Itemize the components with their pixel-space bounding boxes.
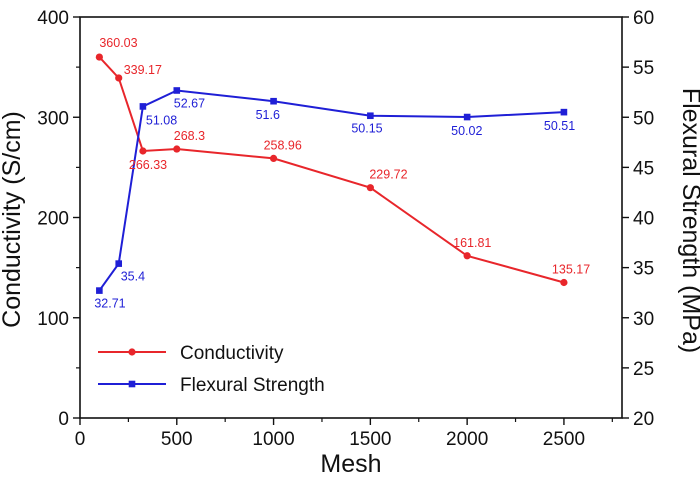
- series-line-flexural-strength: [98, 89, 564, 292]
- x-tick-label-500: 500: [161, 429, 193, 450]
- conductivity-data-label-3: 268.3: [174, 129, 205, 143]
- conductivity-point-5: [366, 184, 374, 192]
- legend: Conductivity Flexural Strength: [98, 343, 325, 396]
- conductivity-data-label-6: 161.81: [453, 236, 491, 250]
- flexural-strength-point-5: [367, 112, 374, 120]
- y-right-tick-label-40: 40: [633, 209, 654, 230]
- y-right-tick-label-45: 45: [633, 158, 654, 179]
- conductivity-data-label-0: 360.03: [99, 36, 137, 50]
- flexural-strength-data-label-4: 51.6: [256, 108, 280, 122]
- conductivity-point-2: [139, 147, 147, 155]
- conductivity-point-1: [115, 74, 123, 82]
- y-right-tick-label-60: 60: [633, 8, 654, 29]
- x-tick-label-2500: 2500: [543, 429, 585, 450]
- y-right-tick-label-55: 55: [633, 58, 654, 79]
- conductivity-point-7: [560, 278, 568, 287]
- flexural-strength-point-0: [96, 287, 103, 294]
- x-tick-label-2000: 2000: [446, 429, 488, 450]
- flexural-strength-point-1: [115, 260, 123, 267]
- legend-marker-conductivity: [128, 348, 136, 356]
- conductivity-data-label-7: 135.17: [552, 262, 590, 276]
- y-right-tick-label-35: 35: [633, 259, 654, 280]
- x-axis-title: Mesh: [320, 450, 381, 478]
- legend-marker-flexural-strength: [128, 380, 136, 388]
- y-right-tick-label-50: 50: [633, 108, 654, 129]
- flexural-strength-data-label-3: 52.67: [174, 96, 205, 110]
- legend-label-flexural-strength: Flexural Strength: [180, 375, 325, 396]
- y-left-tick-label-200: 200: [37, 209, 69, 230]
- y-right-tick-label-30: 30: [633, 309, 654, 330]
- series-layer: [95, 53, 568, 294]
- y-left-tick-label-300: 300: [37, 108, 69, 129]
- y-left-tick-label-100: 100: [37, 309, 69, 330]
- flexural-strength-data-label-2: 51.08: [146, 113, 177, 127]
- y-right-axis-title: Flexural Strength (MPa): [677, 88, 700, 353]
- flexural-strength-data-label-0: 32.71: [94, 297, 125, 311]
- flexural-strength-data-label-5: 50.15: [351, 122, 382, 136]
- y-right-tick-label-25: 25: [633, 359, 654, 380]
- flexural-strength-point-7: [560, 108, 568, 116]
- conductivity-data-label-2: 266.33: [129, 158, 167, 172]
- conductivity-point-0: [95, 53, 103, 61]
- y-right-tick-label-20: 20: [633, 409, 654, 430]
- flexural-strength-point-2: [139, 103, 147, 110]
- flexural-strength-data-label-6: 50.02: [451, 124, 482, 138]
- y-left-tick-label-0: 0: [58, 409, 69, 430]
- y-left-axis-title: Conductivity (S/cm): [0, 111, 26, 328]
- data-labels-layer: 360.03 339.17 266.33 268.3 258.96 229.72 161.8…: [94, 36, 590, 311]
- y-left-tick-label-400: 400: [37, 8, 69, 29]
- flexural-strength-data-label-7: 50.51: [544, 119, 575, 133]
- conductivity-data-label-5: 229.72: [369, 168, 407, 182]
- flexural-strength-point-3: [173, 87, 181, 94]
- flexural-strength-data-label-1: 35.4: [121, 270, 145, 284]
- conductivity-data-label-1: 339.17: [124, 63, 162, 77]
- plot-frame: [79, 16, 623, 419]
- series-line-conductivity: [98, 56, 565, 284]
- x-tick-label-1500: 1500: [349, 429, 391, 450]
- conductivity-point-4: [269, 154, 278, 162]
- legend-label-conductivity: Conductivity: [180, 343, 284, 364]
- conductivity-point-3: [173, 145, 181, 153]
- axes-layer: 0 500 1000 1500 2000 2500 0 100 200 300 400 20 25 30 3…: [0, 8, 700, 478]
- conductivity-point-6: [463, 252, 471, 260]
- x-tick-label-1000: 1000: [252, 429, 294, 450]
- flexural-strength-point-4: [270, 97, 277, 105]
- conductivity-data-label-4: 258.96: [264, 138, 302, 152]
- flexural-strength-point-6: [463, 113, 471, 121]
- x-tick-label-0: 0: [75, 429, 86, 450]
